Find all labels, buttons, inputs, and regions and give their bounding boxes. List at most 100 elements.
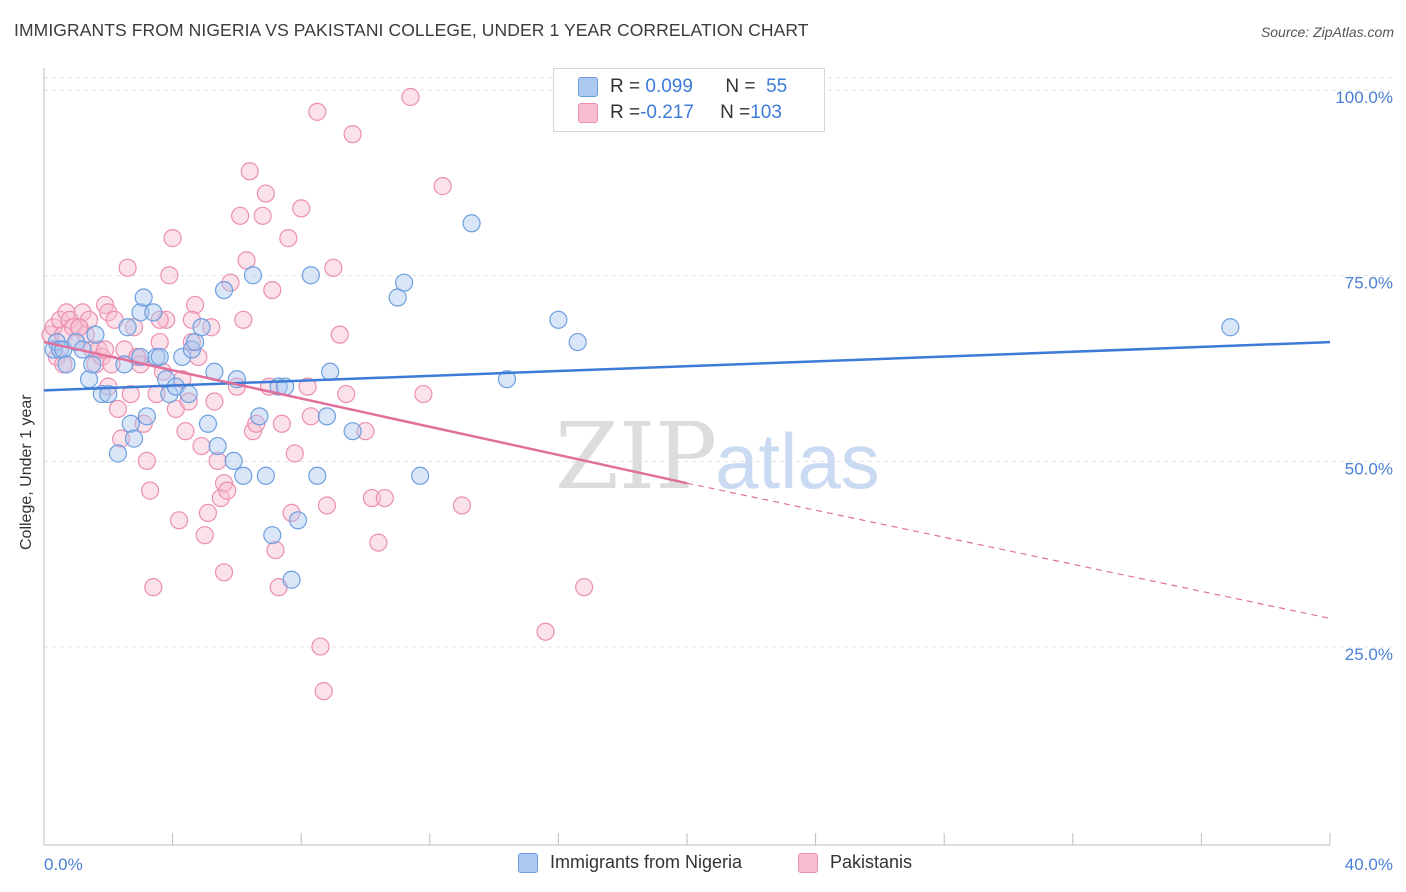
pakistani-point <box>221 273 240 292</box>
nigeria-point <box>317 407 337 426</box>
legend-n-label: N = <box>720 102 751 123</box>
pakistani-point <box>198 503 218 522</box>
nigeria-point <box>173 347 192 367</box>
nigeria-point <box>497 370 517 389</box>
pakistani-point <box>266 540 285 560</box>
pakistani-point <box>375 488 394 508</box>
pakistani-point <box>362 488 382 508</box>
pakistani-point <box>70 318 89 337</box>
pakistani-point <box>324 258 343 277</box>
pakistani-point <box>218 481 237 500</box>
pakistani-point <box>308 102 327 121</box>
nigeria-point <box>394 273 414 292</box>
pakistani-point <box>144 578 163 597</box>
pakistani-point <box>369 533 388 552</box>
legend-swatch-pakistani <box>578 103 598 123</box>
pakistani-point <box>118 258 137 277</box>
pakistani-point <box>343 125 362 144</box>
pakistani-point <box>279 229 298 248</box>
y-tick-label: 100.0% <box>1335 88 1393 107</box>
nigeria-point <box>67 332 86 352</box>
source-label: Source: ZipAtlas.com <box>1260 24 1394 40</box>
pakistani-point <box>240 162 259 181</box>
pakistani-point <box>99 303 118 322</box>
pakistani-point <box>163 229 182 248</box>
watermark: ZIP atlas <box>555 403 880 510</box>
pakistani-point <box>73 303 92 322</box>
nigeria-trend-line <box>43 340 1331 392</box>
pakistani-point <box>256 184 275 203</box>
pakistani-point <box>452 496 472 515</box>
nigeria-point <box>137 407 156 426</box>
legend-row-nigeria: R = 0.099 N = 55 <box>578 75 787 99</box>
watermark-atlas: atlas <box>715 417 880 505</box>
stats-legend: R = 0.099 N = 55 R = -0.217 N = 103 <box>553 68 825 132</box>
pakistani-point <box>263 280 282 300</box>
bottom-legend: Immigrants from Nigeria Pakistanis <box>0 852 1406 878</box>
pakistani-point <box>169 511 189 530</box>
pakistani-point <box>317 496 337 515</box>
nigeria-point <box>282 570 301 589</box>
nigeria-point <box>214 280 234 300</box>
legend-r-value: 0.099 <box>645 76 693 97</box>
pakistani-point <box>202 318 221 337</box>
bottom-legend-item-pakistani: Pakistanis <box>798 852 912 873</box>
nigeria-point <box>263 526 282 545</box>
y-tick-label: 25.0% <box>1345 645 1393 664</box>
nigeria-point <box>343 422 362 441</box>
nigeria-point <box>198 414 218 433</box>
nigeria-point <box>79 370 99 389</box>
pakistani-point <box>186 295 205 315</box>
pakistani-point <box>282 503 301 522</box>
nigeria-point <box>131 303 150 322</box>
nigeria-point <box>224 451 243 471</box>
bottom-legend-swatch-pakistani <box>798 852 818 873</box>
pakistani-point <box>176 422 195 441</box>
x-tick-label: 0.0% <box>44 855 83 874</box>
nigeria-point <box>99 384 118 404</box>
tick-labels: 25.0% 50.0% 75.0% 100.0% 0.0% 40.0% <box>44 88 1393 874</box>
bottom-legend-label-nigeria: Immigrants from Nigeria <box>550 852 743 872</box>
pakistani-point <box>292 199 311 218</box>
pakistani-point <box>112 429 131 448</box>
nigeria-point <box>121 414 140 433</box>
legend-r-value: -0.217 <box>640 102 694 123</box>
pakistani-point <box>208 451 227 471</box>
legend-r-label: R = <box>610 102 641 123</box>
nigeria-points <box>44 214 1240 589</box>
nigeria-point <box>411 466 430 485</box>
trend-lines <box>43 340 1331 619</box>
pakistani-point <box>575 578 594 597</box>
pakistani-point <box>536 622 555 641</box>
nigeria-point <box>134 288 153 307</box>
y-tick-label: 50.0% <box>1345 459 1393 478</box>
pakistani-point <box>301 407 320 426</box>
nigeria-point <box>250 407 269 426</box>
legend-swatch-nigeria <box>578 77 598 97</box>
nigeria-point <box>144 303 163 322</box>
pakistani-point <box>137 451 156 471</box>
x-tick-label: 40.0% <box>1345 855 1393 874</box>
pakistani-point <box>414 384 433 404</box>
legend-n-label: N = <box>725 76 756 97</box>
pakistani-point <box>150 310 169 329</box>
pakistani-point <box>150 332 169 352</box>
pakistani-point <box>160 266 179 285</box>
pakistani-point <box>433 177 452 196</box>
nigeria-point <box>208 436 227 456</box>
axes <box>43 68 1331 846</box>
pakistani-point <box>179 392 198 411</box>
pakistani-point <box>330 325 349 344</box>
pakistani-point <box>121 384 140 404</box>
bottom-legend-item-nigeria: Immigrants from Nigeria <box>518 852 742 873</box>
pakistani-point <box>140 481 160 500</box>
pakistani-point <box>285 444 304 463</box>
pakistani-point <box>108 399 128 419</box>
pakistani-point <box>205 392 224 411</box>
pakistani-point <box>298 377 317 396</box>
bottom-legend-label-pakistani: Pakistanis <box>830 852 913 872</box>
pakistani-trend-line <box>43 340 688 485</box>
bottom-legend-swatch-nigeria <box>518 852 538 873</box>
nigeria-point <box>308 466 327 485</box>
